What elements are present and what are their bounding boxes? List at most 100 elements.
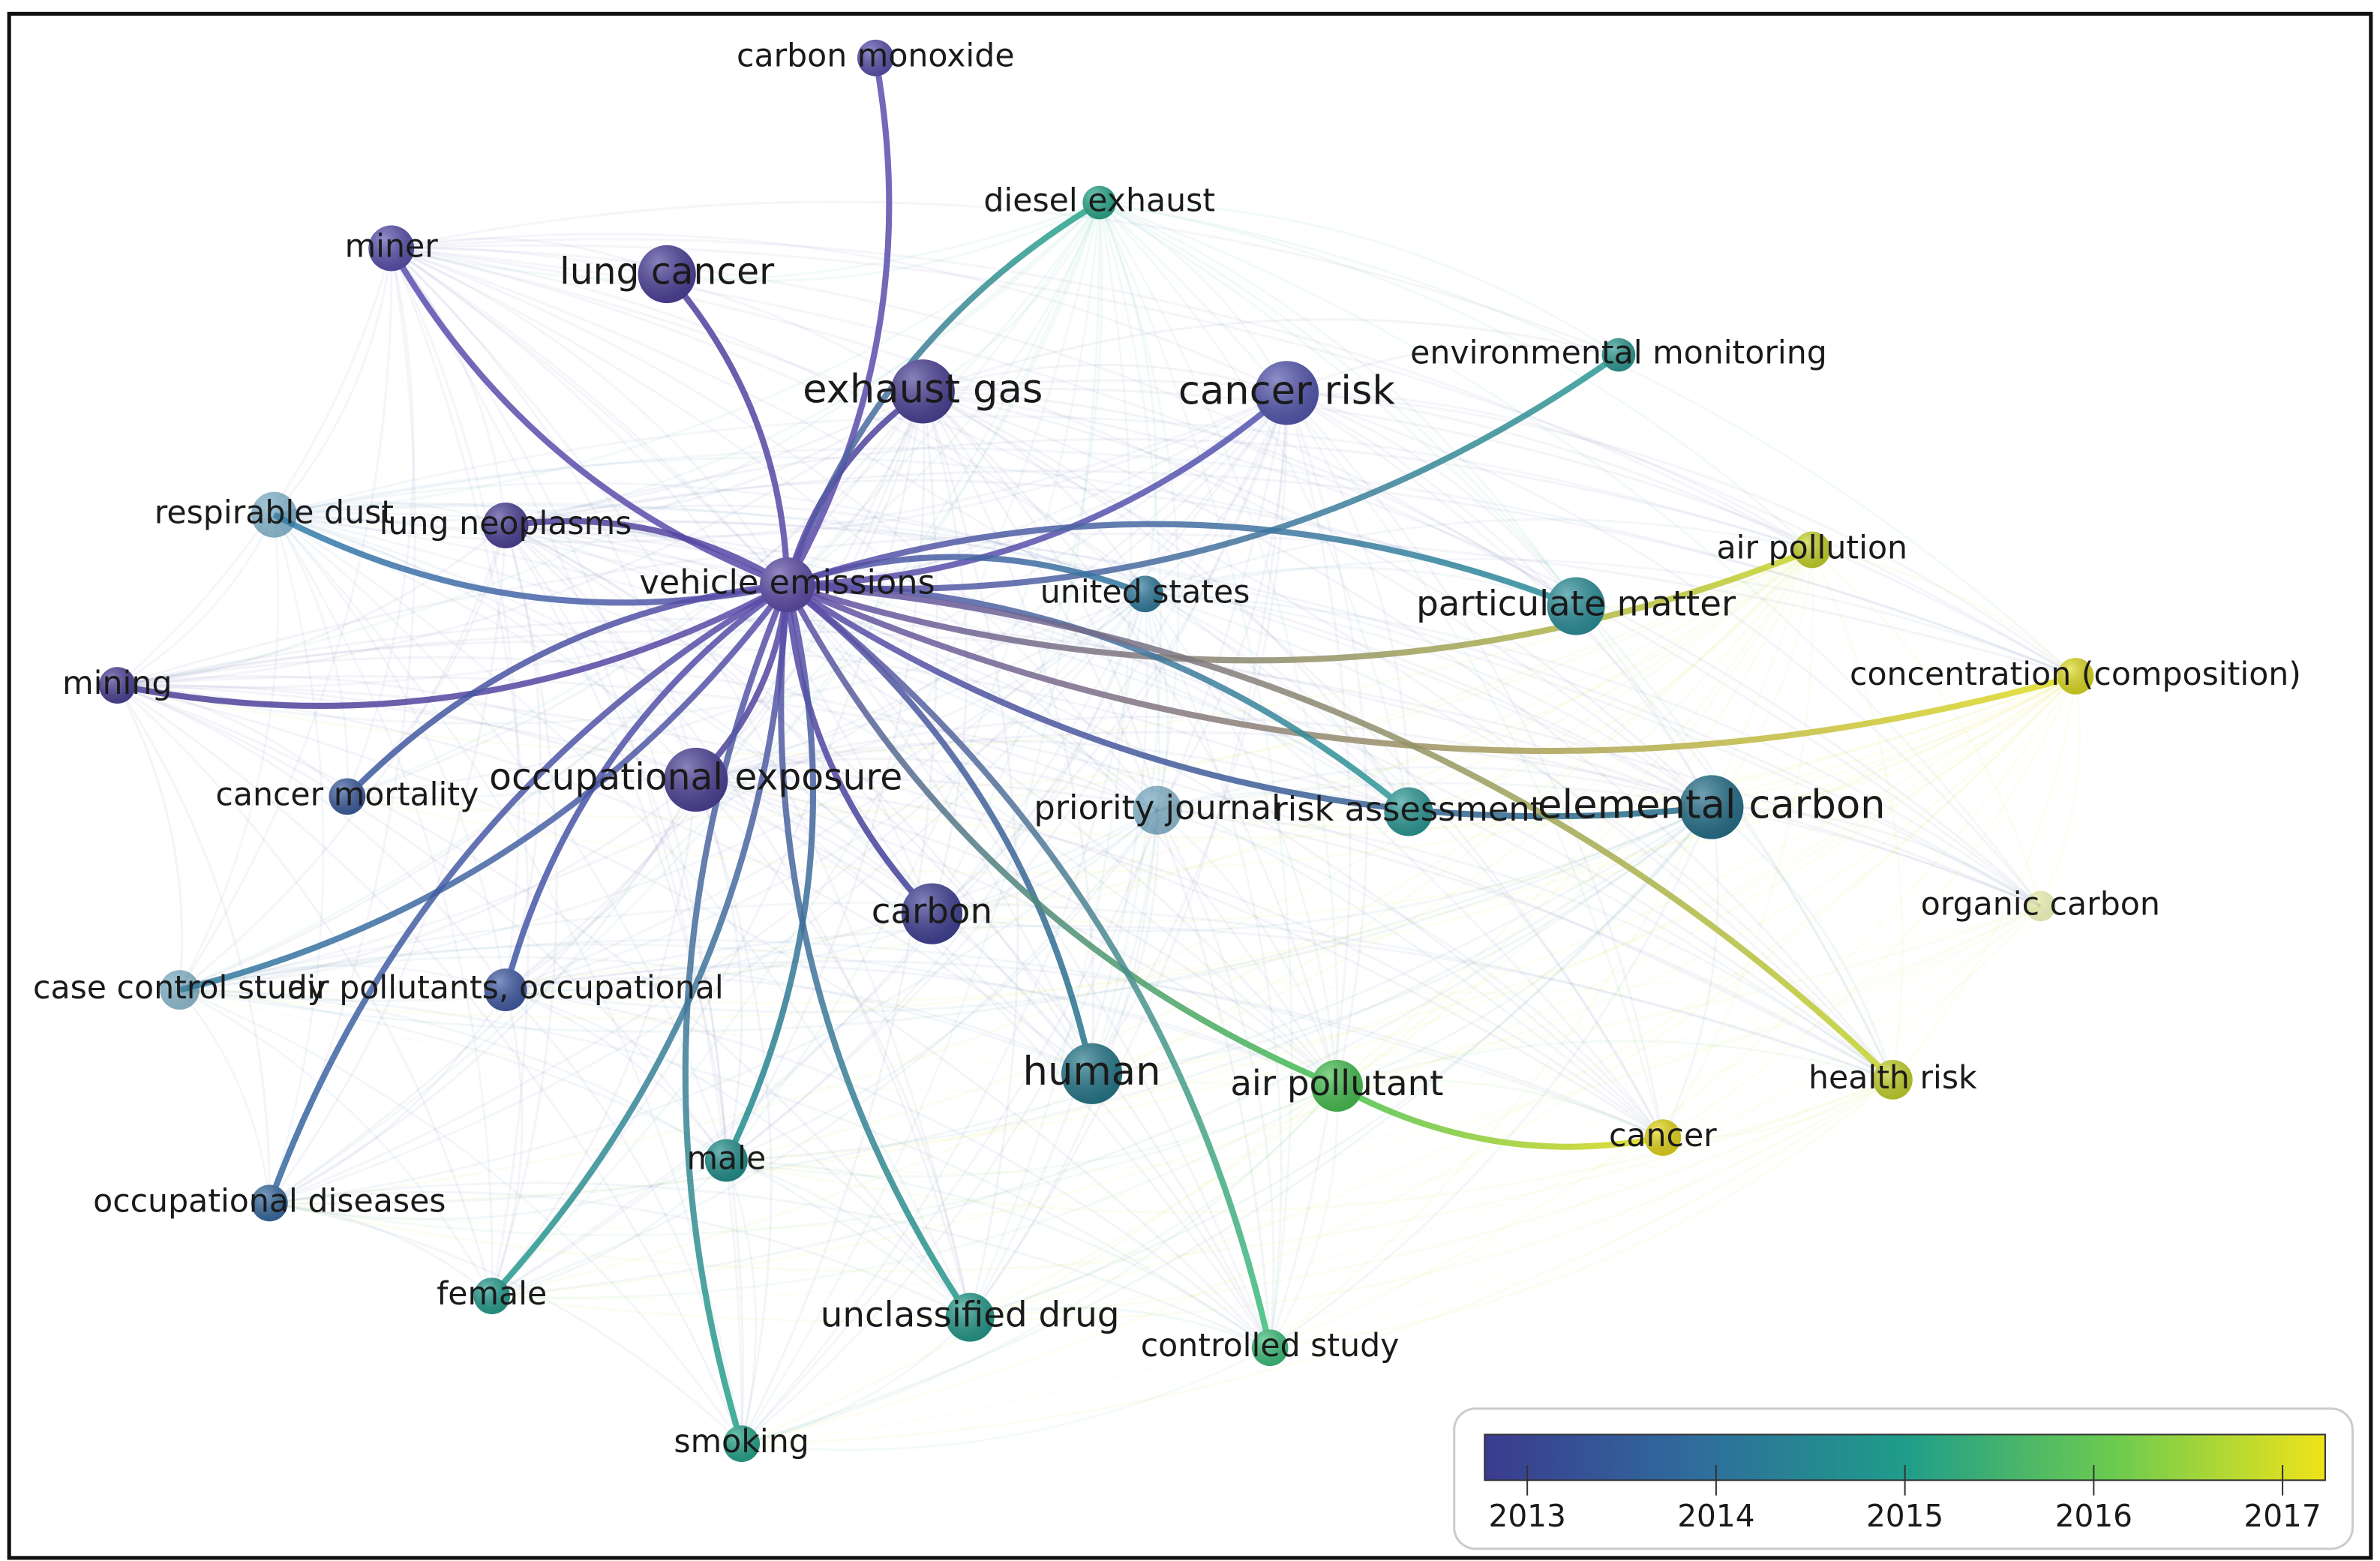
edge [787,352,1621,593]
edge [505,518,789,588]
faint-edge [117,675,697,781]
faint-edge [491,202,1101,1297]
faint-edge [1286,392,2042,907]
faint-edge [116,548,1813,755]
faint-edge [922,390,1664,1139]
node-shade [1872,1060,1913,1100]
edges [116,57,2077,1445]
faint-edge [1099,201,1619,356]
node-label: controlled study [1141,1327,1400,1364]
node-label: carbon monoxide [737,38,1015,75]
faint-edge [273,514,349,797]
node-shade [901,883,963,944]
faint-edge [1286,392,2076,677]
legend-tick-label: 2013 [1489,1498,1566,1534]
node-label: exhaust gas [803,366,1043,412]
edge [665,272,791,585]
faint-edge [741,1316,971,1445]
faint-edge [390,247,971,1318]
node-label: environmental monitoring [1410,335,1827,372]
node-label: unclassified drug [821,1295,1120,1336]
node-label: female [437,1275,547,1313]
faint-edge [269,202,1101,1205]
edge [785,582,1274,1349]
faint-edge [505,809,1158,992]
faint-edge [505,521,2042,908]
faint-edge [268,514,325,1204]
faint-edge [117,524,506,687]
edge [723,584,817,1162]
faint-edge [1662,1079,1894,1139]
faint-edge [179,248,393,991]
faint-edge [740,392,1288,1445]
faint-edge [179,989,743,1445]
faint-edge [346,248,415,797]
node-label: particulate matter [1416,584,1736,625]
node-label: occupational diseases [93,1182,446,1220]
faint-edge [1099,201,2042,907]
node-shade [890,359,955,424]
edge [786,547,1814,664]
faint-edge [504,524,728,1161]
faint-edge [116,684,184,990]
faint-edge [1157,809,1664,1139]
faint-edge [741,806,1712,1445]
faint-edge [969,675,2077,1319]
node-shade [760,557,815,613]
faint-edge [1098,202,1157,595]
node-shade [368,225,415,272]
faint-edge [1145,566,1577,608]
faint-edge [922,390,1271,1348]
node-shade [1061,1043,1123,1104]
faint-edge [391,247,1664,1139]
edge [785,582,1712,820]
node-label: respirable dust [155,494,394,532]
faint-edge [726,675,2076,1162]
node-shade [473,1277,511,1315]
faint-edge [116,684,743,1445]
faint-edge [391,247,1159,812]
faint-edge [269,989,507,1205]
faint-edge [1811,548,2077,677]
faint-edge [1662,675,2077,1139]
faint-edge [505,806,1712,1013]
faint-edge [695,779,971,1318]
nodes [98,39,2094,1462]
faint-edge [116,514,275,686]
faint-edge [1145,558,2076,677]
faint-edge [505,548,1813,992]
edge [503,582,789,991]
faint-edge [922,363,1287,395]
faint-edge [695,779,773,1444]
faint-edge [491,905,2042,1301]
faint-edge [969,1306,1271,1349]
faint-edge [269,1159,727,1221]
faint-edge [1091,905,2041,1087]
faint-edge [179,202,1100,992]
node-shade [2024,890,2056,922]
faint-edge [179,806,1712,1033]
legend-ticks: 2013 2014 2015 2016 2017 [1489,1465,2321,1534]
node-label: air pollutant [1230,1064,1443,1104]
legend-tick-label: 2014 [1677,1498,1754,1534]
node-shade [251,491,297,538]
faint-edge [116,248,393,686]
node-shade [251,1184,288,1222]
faint-edge [725,202,1101,1161]
edge [1335,1082,1664,1150]
faint-edge [1286,392,1577,607]
faint-edge [269,1085,1337,1237]
faint-edge [1336,1040,1893,1087]
edge [116,582,789,710]
faint-edge [391,201,1100,283]
legend-tick-label: 2017 [2243,1498,2321,1534]
faint-edge [741,905,2042,1445]
faint-edge [491,1159,728,1298]
faint-edge [968,392,1288,1318]
faint-edge [390,248,743,1444]
faint-edge [1285,392,1368,1086]
background-edges [116,200,2081,1451]
faint-edge [505,989,1271,1349]
faint-edge [1145,593,2042,908]
faint-edge [922,318,1619,393]
